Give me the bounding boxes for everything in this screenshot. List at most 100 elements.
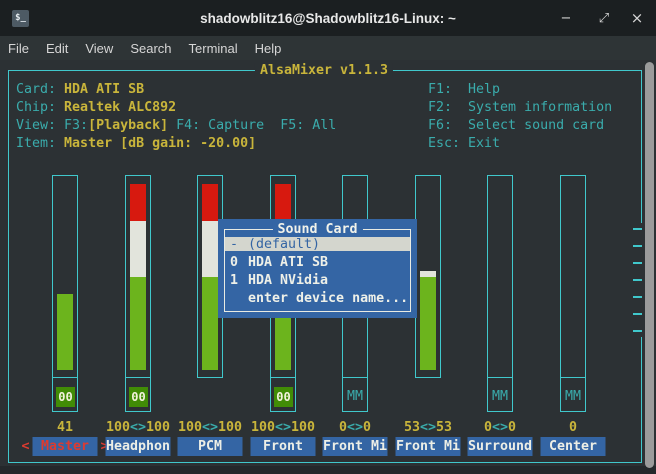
dialog-item-label: HDA ATI SB xyxy=(248,255,329,270)
info-row-card: Card: HDA ATI SB xyxy=(16,82,145,97)
maximize-button[interactable]: ⤢ xyxy=(598,10,610,26)
menu-item-terminal[interactable]: Terminal xyxy=(188,40,238,56)
volume-fill xyxy=(130,184,146,370)
bar-segment-green xyxy=(130,277,146,370)
menu-item-search[interactable]: Search xyxy=(130,40,172,56)
help-row-f6: F6: Select sound card xyxy=(428,118,605,133)
window-bottom-edge xyxy=(0,466,656,474)
bar-segment-green xyxy=(57,294,73,370)
channel-value: 100<>100 xyxy=(105,420,171,435)
minimize-button[interactable]: − xyxy=(560,10,572,26)
tick xyxy=(633,279,642,281)
channel-label: Surround xyxy=(467,437,533,456)
channel-value: 100<>100 xyxy=(177,420,243,435)
mute-switch[interactable]: MM xyxy=(487,377,513,412)
dialog-item-key: 0 xyxy=(230,255,239,270)
channel-label: Front Mi xyxy=(395,437,461,456)
tick xyxy=(633,313,642,315)
channel-label: PCM xyxy=(177,437,243,456)
dialog-item-key: - xyxy=(230,237,239,252)
dialog-title: Sound Card xyxy=(272,222,363,237)
volume-bar xyxy=(125,175,151,378)
switch-on-indicator: 00 xyxy=(129,387,148,407)
channel-value: 53<>53 xyxy=(403,420,453,435)
channel-value: 0 xyxy=(568,420,578,435)
channel-5-front-mi[interactable]: 53<>53 Front Mi xyxy=(395,175,461,456)
volume-bar xyxy=(560,175,586,378)
help-row-esc: Esc: Exit xyxy=(428,136,501,151)
switch-muted-indicator: MM xyxy=(491,389,508,404)
channel-value: 41 xyxy=(56,420,74,435)
mute-switch[interactable]: 00 xyxy=(270,377,296,412)
channel-6-surround[interactable]: MM 0<>0 Surround xyxy=(467,175,533,456)
channel-7-center[interactable]: MM 0 Center xyxy=(540,175,606,456)
menu-item-view[interactable]: View xyxy=(85,40,114,56)
window-title: shadowblitz16@Shadowblitz16-Linux: ~ xyxy=(200,10,456,26)
channel-label: Headphon xyxy=(105,437,171,456)
channel-value: 0<>0 xyxy=(483,420,517,435)
help-row-f2: F2: System information xyxy=(428,100,613,115)
volume-bar xyxy=(52,175,78,378)
channel-value: 100<>100 xyxy=(250,420,316,435)
channel-1-headphon[interactable]: 00 100<>100 Headphon xyxy=(105,175,171,456)
channel-value: 0<>0 xyxy=(338,420,372,435)
volume-fill xyxy=(420,271,436,370)
channel-label: Front Mi xyxy=(322,437,388,456)
menu-item-file[interactable]: File xyxy=(8,40,29,56)
info-row-chip: Chip: Realtek ALC892 xyxy=(16,100,177,115)
dialog-item-3[interactable]: enter device name... xyxy=(218,292,417,306)
menubar: File Edit View Search Terminal Help xyxy=(0,36,656,60)
volume-fill xyxy=(57,294,73,370)
selected-arrow-right: > xyxy=(100,439,109,454)
volume-fill xyxy=(202,184,218,370)
dialog-item-2[interactable]: 1 HDA NVidia xyxy=(218,274,417,288)
dialog-item-key: 1 xyxy=(230,273,239,288)
terminal-icon: $_ xyxy=(12,10,29,27)
tick xyxy=(633,330,642,332)
dialog-item-1[interactable]: 0 HDA ATI SB xyxy=(218,256,417,270)
menu-item-edit[interactable]: Edit xyxy=(45,40,69,56)
volume-bar xyxy=(487,175,513,378)
dialog-item-label: (default) xyxy=(248,237,321,252)
window-titlebar: $_ shadowblitz16@Shadowblitz16-Linux: ~ … xyxy=(0,0,656,36)
tick xyxy=(633,245,642,247)
scrollbar[interactable] xyxy=(645,62,654,468)
switch-on-indicator: 00 xyxy=(274,387,293,407)
switch-on-indicator: 00 xyxy=(56,387,75,407)
channel-0-master[interactable]: 00 41 Master < > xyxy=(21,175,109,456)
dialog-item-label: enter device name... xyxy=(248,291,409,306)
info-row-item: Item: Master [dB gain: -20.00] xyxy=(16,136,257,151)
bar-segment-red xyxy=(130,184,146,221)
dialog-item-label: HDA NVidia xyxy=(248,273,329,288)
channel-label: Master < > xyxy=(21,437,109,456)
tick xyxy=(633,296,642,298)
mute-switch[interactable]: 00 xyxy=(125,377,151,412)
bar-segment-green xyxy=(202,277,218,370)
tick xyxy=(633,228,642,230)
switch-muted-indicator: MM xyxy=(564,389,581,404)
tick xyxy=(633,262,642,264)
bar-segment-white xyxy=(420,271,436,277)
switch-muted-indicator: MM xyxy=(346,389,363,404)
sound-card-dialog: Sound Card - (default) 0 HDA ATI SB 1 HDA NVi… xyxy=(218,219,417,318)
menu-item-help[interactable]: Help xyxy=(254,40,282,56)
selected-arrow-left: < xyxy=(21,439,30,454)
mute-switch[interactable]: MM xyxy=(560,377,586,412)
frame-title: AlsaMixer v1.1.3 xyxy=(254,63,394,78)
bar-segment-white xyxy=(130,221,146,277)
bar-segment-red xyxy=(275,184,291,221)
help-row-f1: F1: Help xyxy=(428,82,501,97)
info-row-view: View: F3:[Playback] F4: Capture F5: All xyxy=(16,118,337,133)
close-button[interactable]: × xyxy=(630,9,644,27)
volume-bar xyxy=(415,175,441,378)
bar-segment-red xyxy=(202,184,218,221)
mute-switch[interactable]: 00 xyxy=(52,377,78,412)
channel-label: Center xyxy=(540,437,606,456)
dialog-selection-highlight xyxy=(225,237,410,251)
bar-segment-green xyxy=(420,277,436,370)
channel-label: Front xyxy=(250,437,316,456)
dialog-item-0[interactable]: - (default) xyxy=(218,238,417,252)
bar-segment-white xyxy=(202,221,218,277)
mute-switch[interactable]: MM xyxy=(342,377,368,412)
